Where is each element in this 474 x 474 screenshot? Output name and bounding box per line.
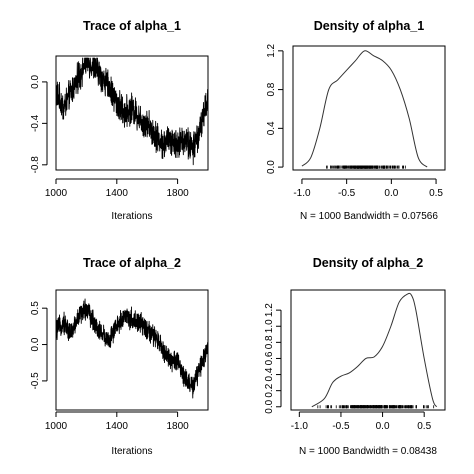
y-tick-label: 0.4: [266, 121, 277, 135]
x-tick-label: 1000: [45, 188, 68, 199]
x-axis-label: N = 1000 Bandwidth = 0.07566: [300, 211, 438, 222]
y-tick-label: -0.4: [30, 114, 41, 132]
x-tick-label: 0.5: [429, 188, 443, 199]
trace-line: [55, 298, 209, 399]
x-tick-label: 1000: [45, 421, 68, 432]
y-tick-label: 0.4: [264, 367, 275, 381]
y-tick-label: 1.2: [264, 303, 275, 317]
density-curve: [301, 50, 428, 168]
y-tick-label: 0.8: [264, 335, 275, 349]
plot-frame: [292, 45, 446, 171]
density-curve: [311, 292, 438, 408]
rug-marks: [326, 165, 406, 169]
panel-title: Trace of alpha_1: [83, 19, 181, 33]
x-tick-label: 1400: [106, 188, 129, 199]
plot-frame: [55, 289, 209, 411]
y-tick-label: 0.2: [264, 383, 275, 397]
y-tick-label: -0.8: [30, 156, 41, 174]
x-axis-label: Iterations: [111, 211, 152, 222]
x-tick-label: 0.0: [384, 188, 398, 199]
x-tick-label: -0.5: [338, 188, 356, 199]
plot-frame: [55, 55, 209, 171]
y-tick-label: 0.5: [30, 301, 41, 315]
x-tick-label: 0.5: [417, 421, 431, 432]
panel-4: Density of alpha_2 -1.0 -0.5 0.0 0.5 0.0 0.2 0.…: [264, 256, 446, 457]
panel-1: Trace of alpha_1 1000 1400 1800 -0.8 -0.4 0.0 I…: [30, 19, 209, 222]
x-tick-label: -1.0: [293, 188, 311, 199]
y-tick-label: 0.8: [266, 82, 277, 96]
panel-title: Trace of alpha_2: [83, 256, 181, 270]
trace-line: [55, 57, 209, 166]
panel-title: Density of alpha_1: [314, 19, 424, 33]
panel-title: Density of alpha_2: [313, 256, 423, 270]
panel-3: Trace of alpha_2 1000 1400 1800 -0.5 0.0 0.5 It…: [30, 256, 209, 457]
x-tick-label: 1800: [166, 421, 189, 432]
x-axis-label: N = 1000 Bandwidth = 0.08438: [299, 446, 437, 457]
panel-2: Density of alpha_1 -1.0 -0.5 0.0 0.5 0.0 0.4 0.…: [266, 19, 446, 222]
y-tick-label: 1.0: [264, 319, 275, 333]
x-tick-label: 0.0: [376, 421, 390, 432]
y-tick-label: 0.0: [264, 399, 275, 413]
y-tick-label: 0.0: [266, 160, 277, 174]
y-tick-label: 0.6: [264, 351, 275, 365]
y-tick-label: 0.0: [30, 337, 41, 351]
y-tick-label: 1.2: [266, 43, 277, 57]
x-tick-label: -1.0: [291, 421, 309, 432]
x-axis-label: Iterations: [111, 446, 152, 457]
y-tick-label: -0.5: [30, 372, 41, 390]
y-tick-label: 0.0: [30, 75, 41, 89]
x-tick-label: -0.5: [332, 421, 350, 432]
rug-marks: [317, 405, 435, 409]
x-tick-label: 1800: [166, 188, 189, 199]
x-tick-label: 1400: [106, 421, 129, 432]
plot-frame: [290, 289, 446, 411]
